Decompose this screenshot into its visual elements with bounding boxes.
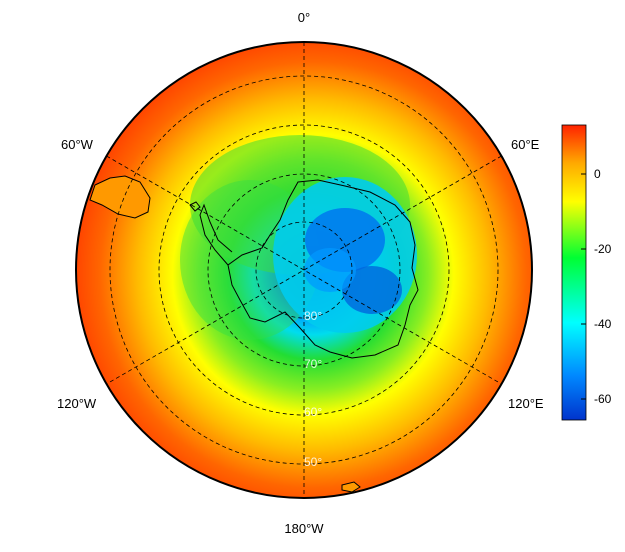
colorbar-label-0: 0 xyxy=(594,167,601,181)
colorbar-label-neg20: -20 xyxy=(594,242,612,256)
lat-label-60: 60° xyxy=(304,405,322,419)
graticule xyxy=(106,42,502,498)
lon-label-0: 0° xyxy=(297,10,311,25)
lat-label-70: 70° xyxy=(304,357,322,371)
colorbar-label-neg60: -60 xyxy=(594,392,612,406)
lon-label-60e: 60°E xyxy=(511,137,540,152)
colorbar-label-neg40: -40 xyxy=(594,317,612,331)
south-america-coastline xyxy=(89,175,151,219)
colorbar-bar xyxy=(561,124,587,421)
island-outline xyxy=(341,481,361,493)
falkland-coastline xyxy=(189,201,201,212)
antarctica-coastline xyxy=(227,179,419,359)
map-boundary xyxy=(75,41,533,499)
lon-label-120e: 120°E xyxy=(508,396,544,411)
lon-label-60w: 60°W xyxy=(61,137,93,152)
colorbar-ticks xyxy=(581,173,586,400)
lon-label-180w: 180°W xyxy=(284,521,324,536)
antarctic-peninsula xyxy=(199,203,233,266)
lat-label-50: 50° xyxy=(304,455,322,469)
lon-label-120w: 120°W xyxy=(57,396,97,411)
lat-label-80: 80° xyxy=(304,309,322,323)
